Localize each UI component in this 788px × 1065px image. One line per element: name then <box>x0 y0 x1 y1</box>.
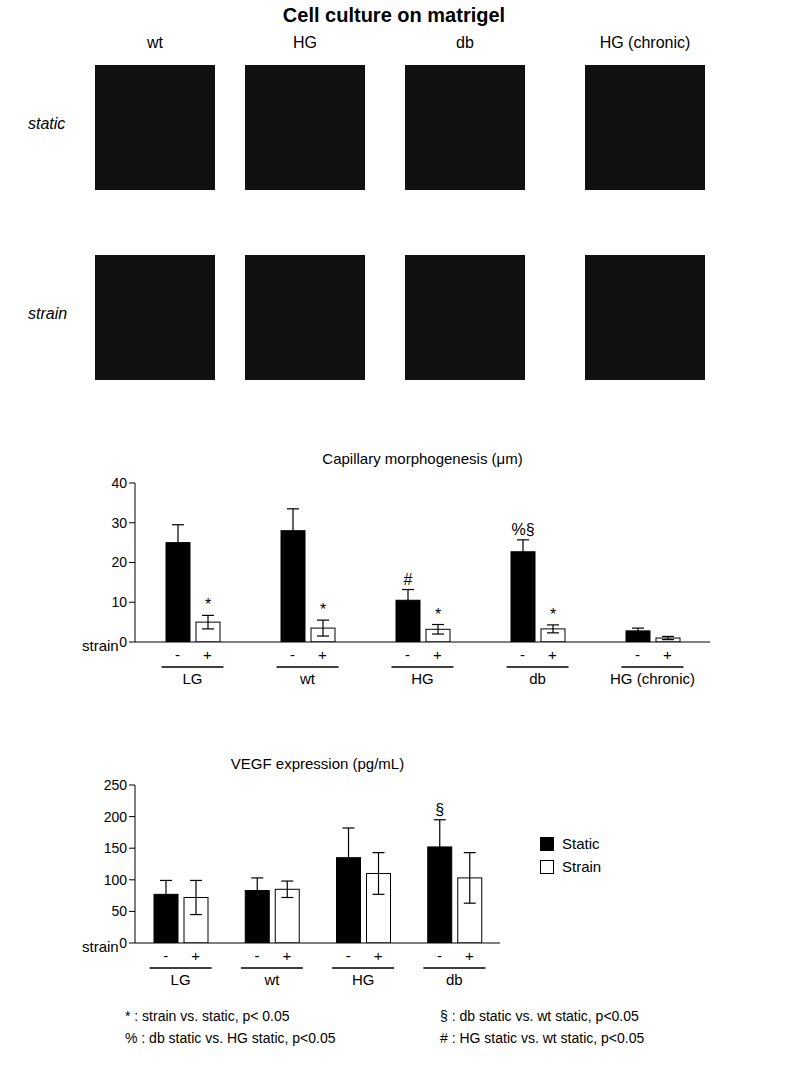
svg-text:200: 200 <box>104 809 128 825</box>
svg-text:150: 150 <box>104 840 128 856</box>
html-text:db: db <box>456 34 474 51</box>
svg-text:LG: LG <box>171 971 191 988</box>
svg-text:+: + <box>203 646 212 663</box>
svg-text:30: 30 <box>111 515 127 531</box>
svg-text:+: + <box>282 947 291 964</box>
svg-text:db: db <box>529 670 546 687</box>
html-text:§ : db static vs. wt static, p: § : db static vs. wt static, p<0.05 <box>440 1008 639 1024</box>
html-text:Cell culture on matrigel: Cell culture on matrigel <box>282 4 506 26</box>
svg-text:+: + <box>374 947 383 964</box>
svg-text:LG: LG <box>182 670 202 687</box>
svg-text:-: - <box>290 646 295 663</box>
svg-text:+: + <box>663 646 672 663</box>
html-text:# : HG static vs. wt static, p: # : HG static vs. wt static, p<0.05 <box>440 1030 645 1046</box>
svg-text:-: - <box>520 646 525 663</box>
svg-text:-: - <box>346 947 351 964</box>
svg-text:+: + <box>433 646 442 663</box>
svg-text:§: § <box>435 801 444 818</box>
html-text:strain: strain <box>28 305 68 322</box>
html-text:strain: strain <box>82 938 119 955</box>
svg-text:250: 250 <box>104 777 128 793</box>
svg-text:-: - <box>175 646 180 663</box>
svg-text:0: 0 <box>119 634 127 650</box>
svg-text:*: * <box>435 606 441 623</box>
svg-text:%§: %§ <box>511 521 534 538</box>
svg-text:*: * <box>205 596 211 613</box>
svg-text:-: - <box>254 947 259 964</box>
html-text:wt: wt <box>147 34 163 51</box>
html-text:Static: Static <box>562 835 600 852</box>
html-text:% : db static vs. HG static, p: % : db static vs. HG static, p<0.05 <box>125 1030 336 1046</box>
svg-text:10: 10 <box>111 594 127 610</box>
svg-text:-: - <box>405 646 410 663</box>
svg-text:HG: HG <box>352 971 375 988</box>
svg-text:40: 40 <box>111 475 127 491</box>
svg-text:100: 100 <box>104 872 128 888</box>
html-text:Capillary morphogenesis (μm): Capillary morphogenesis (μm) <box>322 450 523 467</box>
svg-text:20: 20 <box>111 554 127 570</box>
svg-text:*: * <box>550 606 556 623</box>
svg-text:wt: wt <box>263 971 280 988</box>
html-text:* : strain vs. static, p< 0.05: * : strain vs. static, p< 0.05 <box>125 1008 290 1024</box>
svg-text:#: # <box>404 571 413 588</box>
html-text:Strain: Strain <box>562 858 602 875</box>
svg-text:+: + <box>465 947 474 964</box>
svg-text:-: - <box>437 947 442 964</box>
html-text:HG (chronic): HG (chronic) <box>599 34 691 51</box>
svg-text:HG (chronic): HG (chronic) <box>610 670 695 687</box>
html-text:strain: strain <box>82 637 119 654</box>
svg-text:-: - <box>163 947 168 964</box>
svg-text:0: 0 <box>119 935 127 951</box>
svg-text:*: * <box>320 601 326 618</box>
svg-text:wt: wt <box>299 670 316 687</box>
svg-text:+: + <box>548 646 557 663</box>
svg-text:50: 50 <box>111 903 127 919</box>
html-text:HG: HG <box>293 34 317 51</box>
html-text:VEGF expression (pg/mL): VEGF expression (pg/mL) <box>230 755 405 772</box>
svg-text:db: db <box>446 971 463 988</box>
svg-text:HG: HG <box>411 670 434 687</box>
svg-text:-: - <box>635 646 640 663</box>
html-text:static: static <box>28 115 66 132</box>
svg-text:+: + <box>318 646 327 663</box>
svg-text:+: + <box>191 947 200 964</box>
